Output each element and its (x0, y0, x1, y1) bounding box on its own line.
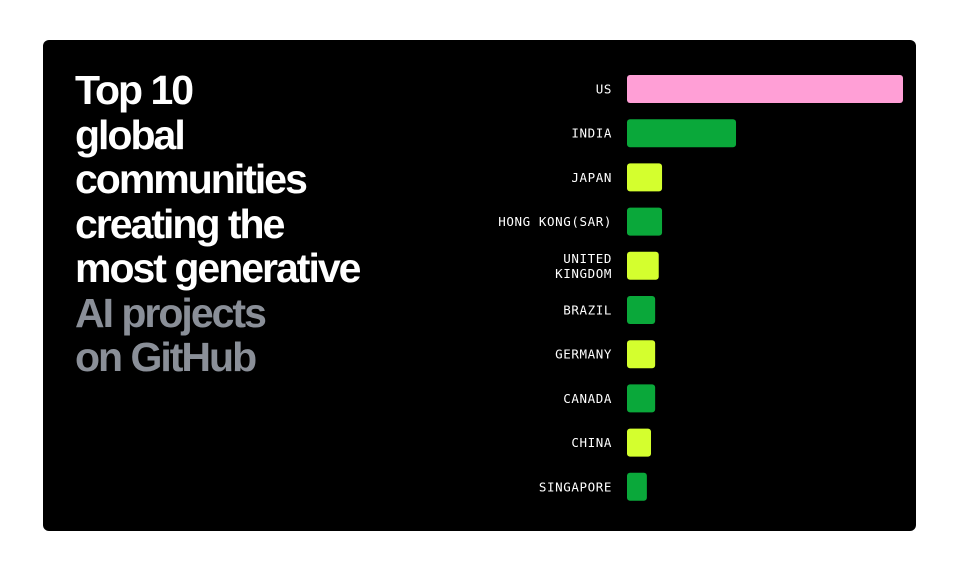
bar-germany (627, 340, 656, 369)
category-label-us: US (596, 82, 612, 97)
bar-us (627, 75, 903, 103)
chart-card: Top 10 global communities creating the m… (43, 40, 916, 531)
category-label-united-kingdom: UNITED KINGDOM (555, 251, 612, 281)
bar-united-kingdom (627, 251, 659, 280)
bar-hong-kong-sar (627, 207, 663, 236)
title-line-3: communities (75, 156, 308, 202)
bar-brazil (627, 296, 656, 324)
category-label-hong-kong-sar: HONG KONG(SAR) (498, 214, 612, 229)
category-label-japan: JAPAN (571, 170, 612, 185)
chart-title: Top 10 global communities creating the m… (75, 68, 455, 380)
title-line-7: on GitHub (75, 334, 257, 380)
bar-china (627, 428, 652, 457)
title-line-4: creating the (75, 200, 285, 247)
bar-canada (627, 384, 656, 413)
bar-chart: US INDIA JAPAN HONG KONG(SAR) UNITED KINGDOM B… (498, 75, 903, 501)
title-line-2: global (75, 111, 186, 158)
category-label-canada: CANADA (563, 391, 612, 406)
title-line-5: most generative (75, 245, 361, 291)
title-line-1: Top 10 (75, 67, 194, 113)
category-label-india: INDIA (571, 126, 612, 141)
category-label-germany: GERMANY (555, 347, 612, 362)
category-label-china: CHINA (571, 435, 612, 450)
title-line-6: AI projects (75, 289, 267, 336)
category-label-brazil: BRAZIL (563, 303, 612, 318)
bar-india (627, 119, 737, 148)
bar-singapore (627, 472, 647, 501)
bar-japan (627, 163, 663, 192)
category-label-singapore: SINGAPORE (539, 479, 612, 494)
